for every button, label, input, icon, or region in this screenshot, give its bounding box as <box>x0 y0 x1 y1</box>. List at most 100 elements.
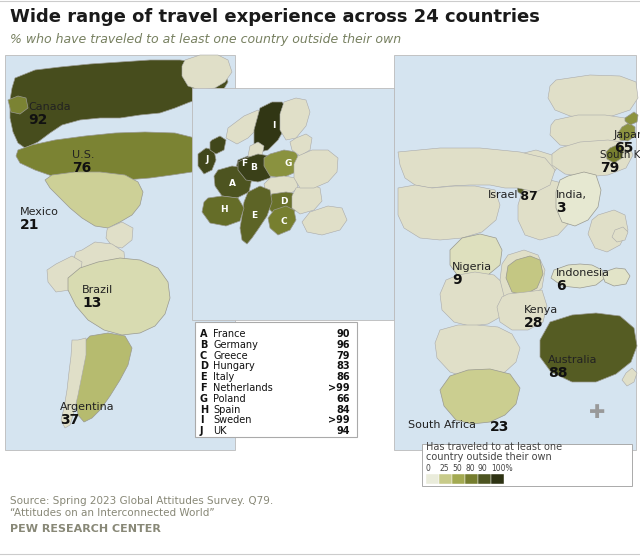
Text: Poland: Poland <box>213 394 246 404</box>
Polygon shape <box>248 142 264 160</box>
Text: 96: 96 <box>337 340 350 350</box>
Polygon shape <box>182 55 232 90</box>
Polygon shape <box>612 227 628 242</box>
Polygon shape <box>622 368 637 386</box>
Polygon shape <box>500 250 545 302</box>
Text: A: A <box>200 329 207 339</box>
Text: % who have traveled to at least one country outside their own: % who have traveled to at least one coun… <box>10 33 401 47</box>
Text: “Attitudes on an Interconnected World”: “Attitudes on an Interconnected World” <box>10 508 214 518</box>
Polygon shape <box>214 166 252 198</box>
Text: Canada: Canada <box>28 102 70 112</box>
Bar <box>5 55 235 450</box>
Text: D: D <box>200 361 208 371</box>
Text: B: B <box>200 340 207 350</box>
Text: South Africa: South Africa <box>408 420 476 430</box>
Polygon shape <box>294 150 338 188</box>
Polygon shape <box>210 136 226 154</box>
Polygon shape <box>74 242 125 272</box>
Polygon shape <box>280 98 310 140</box>
Polygon shape <box>68 258 170 335</box>
Polygon shape <box>551 264 605 288</box>
Text: J: J <box>200 426 204 436</box>
Polygon shape <box>398 185 500 240</box>
Text: 23: 23 <box>490 420 509 434</box>
Polygon shape <box>10 60 228 148</box>
Text: 9: 9 <box>452 273 461 287</box>
Text: I: I <box>200 415 204 425</box>
Text: 66: 66 <box>337 394 350 404</box>
Text: 84: 84 <box>337 405 350 415</box>
Text: 79: 79 <box>600 161 620 175</box>
Bar <box>452 474 465 484</box>
Polygon shape <box>618 123 635 141</box>
Polygon shape <box>16 132 212 181</box>
Polygon shape <box>202 196 244 226</box>
Text: Australia: Australia <box>548 355 598 365</box>
Polygon shape <box>106 222 133 248</box>
Text: G: G <box>284 160 292 168</box>
Polygon shape <box>264 176 298 196</box>
Text: B: B <box>251 163 257 172</box>
Text: 6: 6 <box>556 279 566 293</box>
Text: 90: 90 <box>478 464 488 473</box>
Text: C: C <box>200 351 207 361</box>
Polygon shape <box>265 192 302 214</box>
Text: F: F <box>200 383 207 393</box>
Text: India,: India, <box>556 190 587 200</box>
Polygon shape <box>435 325 520 378</box>
Text: Israel: Israel <box>488 190 518 200</box>
Text: Nigeria: Nigeria <box>452 262 492 272</box>
Text: 80: 80 <box>465 464 475 473</box>
Polygon shape <box>45 172 143 228</box>
Text: H: H <box>220 206 228 215</box>
Text: Wide range of travel experience across 24 countries: Wide range of travel experience across 2… <box>10 8 540 26</box>
Polygon shape <box>540 313 637 382</box>
Text: I: I <box>272 122 276 131</box>
Polygon shape <box>588 210 628 252</box>
Text: A: A <box>228 180 236 188</box>
Polygon shape <box>236 156 256 172</box>
Text: 21: 21 <box>20 218 40 232</box>
Bar <box>422 444 632 486</box>
Text: C: C <box>281 216 287 226</box>
Text: 92: 92 <box>28 113 47 127</box>
Polygon shape <box>268 206 296 235</box>
Bar <box>491 474 504 484</box>
Polygon shape <box>264 150 300 178</box>
Text: 0: 0 <box>426 464 431 473</box>
Text: Hungary: Hungary <box>213 361 255 371</box>
Text: Germany: Germany <box>213 340 258 350</box>
Polygon shape <box>61 338 86 428</box>
Text: Italy: Italy <box>213 372 234 382</box>
Polygon shape <box>497 290 547 330</box>
Polygon shape <box>198 148 216 174</box>
Text: Has traveled to at least one: Has traveled to at least one <box>426 442 562 452</box>
Text: U.S.: U.S. <box>72 150 95 160</box>
Bar <box>465 474 478 484</box>
Text: 94: 94 <box>337 426 350 436</box>
Text: 90: 90 <box>337 329 350 339</box>
Bar <box>439 474 452 484</box>
Text: Mexico: Mexico <box>20 207 59 217</box>
Polygon shape <box>47 256 82 292</box>
Bar <box>195 322 357 437</box>
Polygon shape <box>556 172 601 226</box>
Polygon shape <box>398 148 555 192</box>
Text: 13: 13 <box>82 296 101 310</box>
Polygon shape <box>602 268 630 286</box>
Text: Netherlands: Netherlands <box>213 383 273 393</box>
Text: country outside their own: country outside their own <box>426 452 552 462</box>
Text: Kenya: Kenya <box>524 305 558 315</box>
Polygon shape <box>512 150 557 185</box>
Text: 65: 65 <box>614 141 634 155</box>
Text: PEW RESEARCH CENTER: PEW RESEARCH CENTER <box>10 524 161 534</box>
Polygon shape <box>226 110 264 144</box>
Polygon shape <box>440 272 508 326</box>
Polygon shape <box>625 112 638 125</box>
Text: 88: 88 <box>548 366 568 380</box>
Text: Spain: Spain <box>213 405 241 415</box>
Text: 76: 76 <box>72 161 92 175</box>
Text: UK: UK <box>213 426 227 436</box>
Polygon shape <box>606 144 624 163</box>
Text: 50: 50 <box>452 464 461 473</box>
